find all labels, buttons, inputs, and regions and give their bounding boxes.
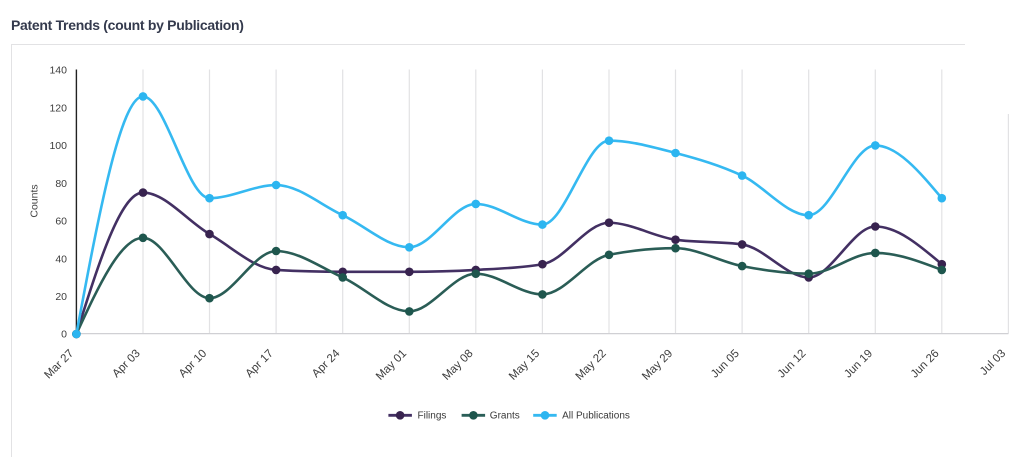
svg-text:Jun 05: Jun 05 [709, 348, 742, 381]
svg-text:Jun 26: Jun 26 [909, 348, 942, 381]
svg-text:80: 80 [55, 178, 67, 190]
svg-text:20: 20 [55, 291, 67, 303]
svg-text:Jul 03: Jul 03 [978, 348, 1008, 378]
svg-text:60: 60 [55, 216, 67, 228]
svg-text:May 15: May 15 [507, 348, 542, 383]
svg-text:Mar 27: Mar 27 [42, 348, 76, 382]
svg-text:Filings: Filings [418, 411, 447, 422]
svg-text:Apr 17: Apr 17 [243, 348, 275, 380]
svg-text:Apr 24: Apr 24 [310, 347, 343, 380]
svg-text:Jun 19: Jun 19 [842, 348, 875, 381]
svg-text:May 22: May 22 [574, 348, 609, 383]
svg-text:0: 0 [61, 329, 67, 341]
svg-text:Jun 12: Jun 12 [776, 348, 809, 381]
svg-text:Apr 03: Apr 03 [110, 348, 142, 380]
svg-text:40: 40 [55, 253, 67, 265]
svg-text:All Publications: All Publications [562, 411, 630, 422]
svg-text:May 08: May 08 [440, 348, 475, 383]
svg-text:140: 140 [49, 65, 67, 77]
svg-text:100: 100 [49, 140, 67, 152]
svg-text:120: 120 [49, 102, 67, 114]
svg-text:May 01: May 01 [374, 348, 409, 383]
svg-text:May 29: May 29 [640, 348, 675, 383]
svg-text:Grants: Grants [490, 411, 520, 422]
svg-text:Counts: Counts [29, 184, 41, 217]
svg-text:Apr 10: Apr 10 [177, 348, 209, 380]
